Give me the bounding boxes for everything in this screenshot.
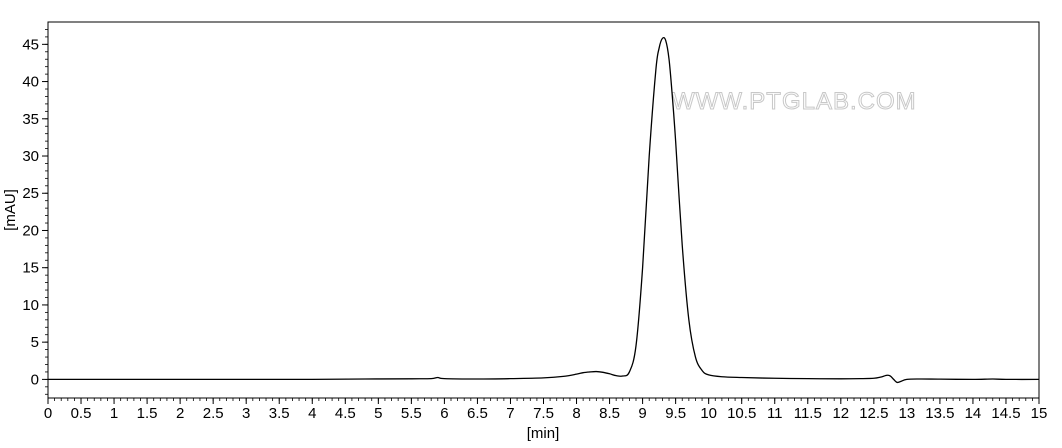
x-tick-label: 1.5 [137, 405, 158, 422]
x-tick-label: 4.5 [335, 405, 356, 422]
x-tick-label: 5 [374, 405, 382, 422]
x-tick-label: 6 [440, 405, 448, 422]
x-tick-label: 3.5 [269, 405, 290, 422]
y-tick-label: 35 [22, 111, 39, 128]
y-axis-label: [mAU] [2, 189, 19, 231]
y-tick-label: 10 [22, 297, 39, 314]
y-tick-label: 45 [22, 36, 39, 53]
watermark: WWW.PTGLAB.COM [672, 88, 917, 115]
y-tick-label: 15 [22, 260, 39, 277]
series-layer [48, 36, 1040, 384]
y-tick-label: 40 [22, 74, 39, 91]
x-tick-label: 11.5 [794, 405, 822, 422]
x-tick-label: 6.5 [467, 405, 488, 422]
y-tick-label: 0 [31, 371, 39, 388]
x-tick-label: 2.5 [203, 405, 224, 422]
x-tick-label: 9.5 [665, 405, 686, 422]
y-tick-label: 5 [31, 334, 39, 351]
plot-frame [47, 21, 1040, 399]
x-tick-label: 0.5 [71, 405, 92, 422]
x-tick-label: 2 [176, 405, 184, 422]
x-tick-label: 13.5 [925, 405, 954, 422]
y-tick-label: 25 [22, 185, 39, 202]
x-tick-label: 1 [110, 405, 118, 422]
x-tick-label: 12 [832, 405, 849, 422]
x-tick-label: 7 [506, 405, 514, 422]
x-tick-label: 9 [638, 405, 646, 422]
y-tick-label: 30 [22, 148, 39, 165]
x-tick-label: 14 [965, 405, 982, 422]
x-tick-label: 15 [1031, 405, 1048, 422]
x-tick-label: 10 [700, 405, 717, 422]
y-tick-label: 20 [22, 222, 39, 239]
x-tick-label: 8.5 [599, 405, 620, 422]
x-tick-label: 4 [308, 405, 316, 422]
y-axis-ticks: 0 5 10 15 20 25 30 35 40 45 [22, 29, 48, 395]
x-tick-label: 14.5 [991, 405, 1020, 422]
x-tick-label: 13 [899, 405, 916, 422]
x-tick-label: 10.5 [727, 405, 756, 422]
x-tick-label: 12.5 [859, 405, 888, 422]
x-tick-label: 8 [572, 405, 580, 422]
chromatogram-trace [48, 36, 1040, 384]
x-tick-label: 5.5 [401, 405, 422, 422]
x-tick-label: 0 [44, 405, 52, 422]
x-axis-ticks: 0 0.5 1 1.5 2 2.5 3 3.5 4 4.5 5 5.5 6 6.5 7 7.5 8 8.5 9 9.5… [44, 398, 1048, 422]
x-tick-label: 7.5 [533, 405, 554, 422]
x-tick-label: 3 [242, 405, 250, 422]
x-axis-label: [min] [527, 425, 560, 442]
x-tick-label: 11 [767, 405, 783, 422]
